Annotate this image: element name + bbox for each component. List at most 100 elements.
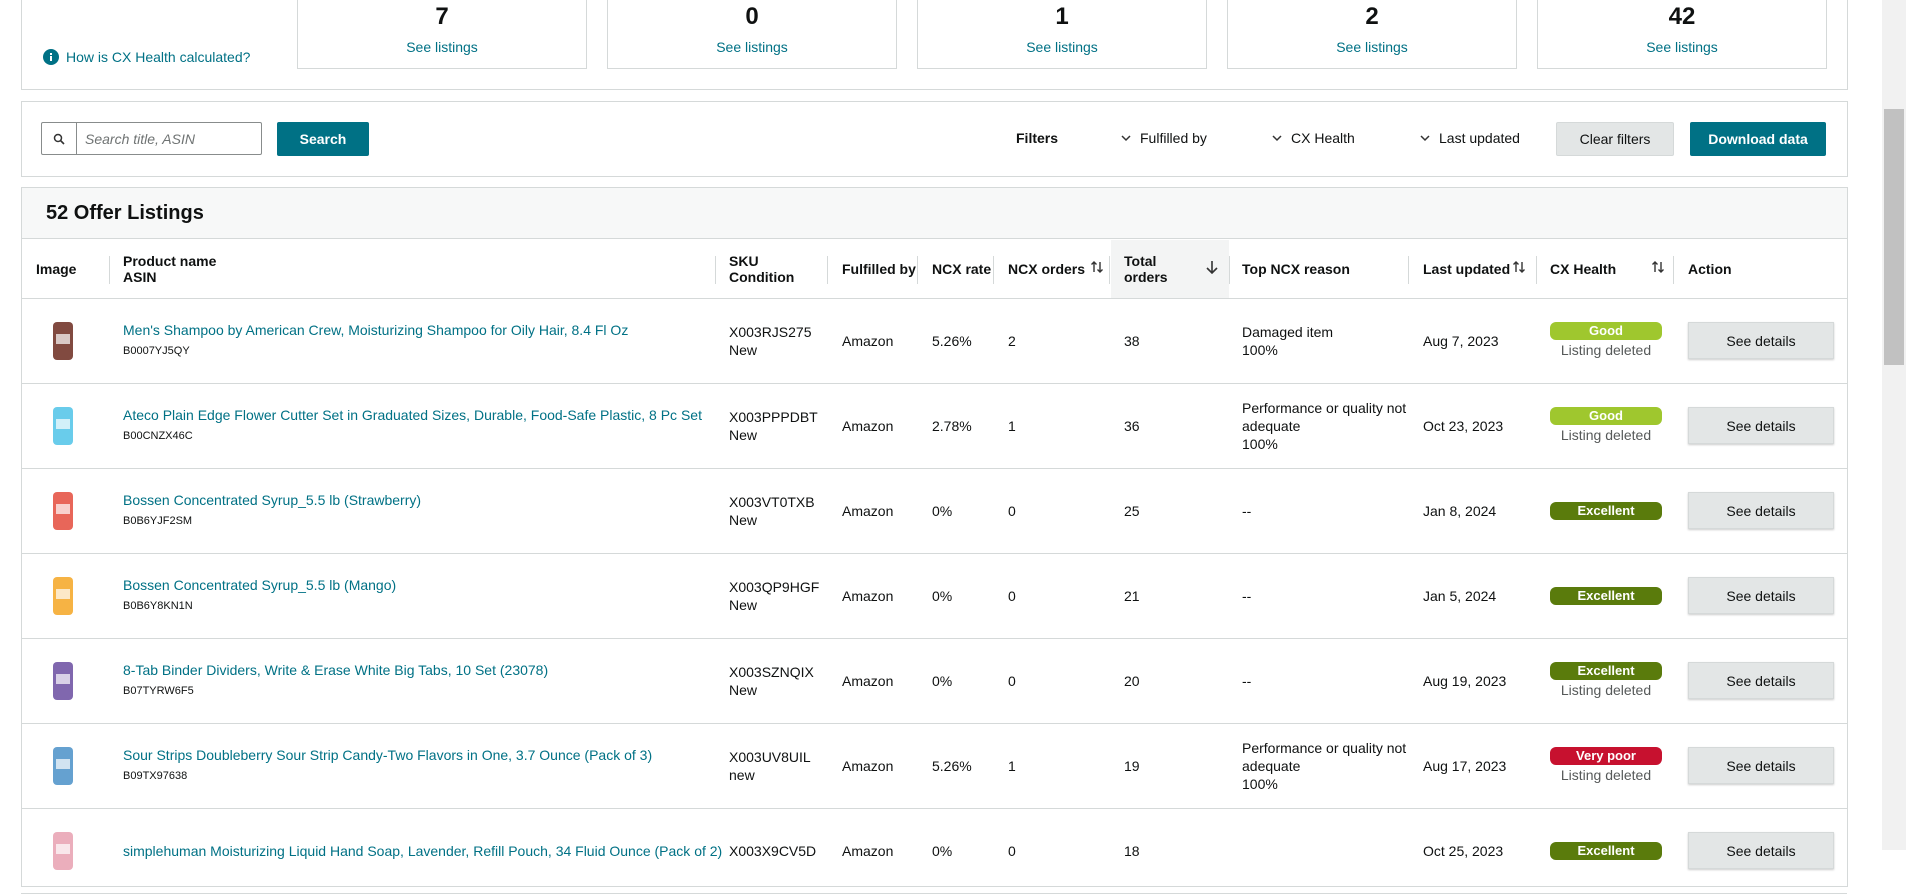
column-header: CX Health: [1550, 239, 1616, 298]
product-name[interactable]: 8-Tab Binder Dividers, Write & Erase Whi…: [123, 662, 549, 678]
sort-icon[interactable]: [1512, 260, 1526, 279]
sku: X003VT0TXB: [729, 493, 815, 510]
stat-count: 0: [745, 3, 759, 30]
last-updated-cell: Aug 19, 2023: [1423, 638, 1533, 723]
reason-cell: --: [1242, 638, 1407, 723]
summary-card: [21, 0, 1848, 90]
see-details-button[interactable]: See details: [1688, 662, 1834, 699]
last-updated-cell: Aug 7, 2023: [1423, 298, 1533, 383]
download-data[interactable]: Download data: [1690, 122, 1826, 156]
column-header-text: Condition: [729, 268, 795, 285]
condition: New: [729, 341, 758, 358]
reason-cell: Performance or quality not adequate 100%: [1242, 723, 1407, 808]
ncx-reason-pct: 100%: [1242, 341, 1278, 358]
row-divider: [21, 638, 1847, 639]
ncx-rate-cell: 5.26%: [932, 723, 1042, 808]
info-icon: [43, 49, 59, 65]
column-separator: [1673, 256, 1674, 284]
filter-dropdown[interactable]: CX Health: [1272, 130, 1355, 146]
stat-link[interactable]: See listings: [1026, 39, 1098, 55]
column-header: Fulfilled by: [842, 239, 916, 298]
stat-link[interactable]: See listings: [716, 39, 788, 55]
ncx-reason: Performance or quality not adequate: [1242, 739, 1407, 774]
ncx-rate-cell: 2.78%: [932, 383, 1042, 468]
sort-icon[interactable]: [1205, 260, 1219, 279]
chevron: [1272, 134, 1282, 142]
see-details-button[interactable]: See details: [1688, 747, 1834, 784]
fulfilled-by-cell: Amazon: [842, 553, 952, 638]
total-orders-cell: 20: [1124, 638, 1234, 723]
table-title: 52 Offer Listings: [46, 202, 204, 224]
help-link[interactable]: How is CX Health calculated?: [43, 49, 250, 65]
reason-cell: --: [1242, 468, 1407, 553]
column-header: Last updated: [1423, 239, 1510, 298]
row-divider: [21, 468, 1847, 469]
ncx-orders-cell: 0: [1008, 638, 1118, 723]
column-separator: [1408, 256, 1409, 284]
column-header: Top NCX reason: [1242, 239, 1350, 298]
ncx-reason: Performance or quality not adequate: [1242, 399, 1407, 434]
scroll-thumb[interactable]: [1884, 109, 1904, 365]
sku-cell: X003SZNQIX New: [729, 638, 834, 723]
column-header: Image: [36, 239, 76, 298]
sort-icon[interactable]: [1651, 260, 1665, 279]
see-details-button[interactable]: See details: [1688, 492, 1834, 529]
total-orders-cell: 18: [1124, 808, 1234, 893]
product-cell: Bossen Concentrated Syrup_5.5 lb (Mango)…: [123, 553, 713, 638]
filter-dropdown[interactable]: Fulfilled by: [1121, 130, 1207, 146]
product-name[interactable]: Bossen Concentrated Syrup_5.5 lb (Strawb…: [123, 492, 422, 508]
ncx-orders: 1: [1008, 417, 1016, 434]
chevron: [1121, 134, 1131, 142]
health-cell: Good Listing deleted: [1550, 383, 1662, 468]
product-cell: simplehuman Moisturizing Liquid Hand Soa…: [123, 808, 723, 893]
health-cell: Excellent: [1550, 553, 1662, 638]
ncx-orders: 2: [1008, 332, 1016, 349]
ncx-rate: 0%: [932, 502, 953, 519]
condition: new: [729, 766, 755, 783]
sort-icon[interactable]: [1090, 260, 1104, 279]
total-orders: 38: [1124, 332, 1140, 349]
column-separator: [715, 256, 716, 284]
product-name[interactable]: Bossen Concentrated Syrup_5.5 lb (Mango): [123, 577, 397, 593]
magnifier: [53, 133, 65, 145]
asin: B07TYRW6F5: [123, 685, 194, 697]
filter-label: Fulfilled by: [1140, 130, 1207, 146]
ncx-rate-cell: 0%: [932, 638, 1042, 723]
filter-dropdown[interactable]: Last updated: [1420, 130, 1520, 146]
column-separator: [1229, 256, 1230, 284]
ncx-orders-cell: 2: [1008, 298, 1118, 383]
ncx-orders-cell: 0: [1008, 808, 1118, 893]
product-name[interactable]: Men's Shampoo by American Crew, Moisturi…: [123, 322, 629, 338]
stat-link[interactable]: See listings: [406, 39, 478, 55]
see-details-button[interactable]: See details: [1688, 832, 1834, 869]
asin: B0B6YJF2SM: [123, 515, 193, 527]
reason-cell: --: [1242, 553, 1407, 638]
product-name[interactable]: Ateco Plain Edge Flower Cutter Set in Gr…: [123, 407, 702, 423]
product-image: [40, 658, 86, 704]
total-orders-cell: 21: [1124, 553, 1234, 638]
ncx-reason: --: [1242, 502, 1252, 519]
health-badge: Excellent: [1550, 662, 1662, 680]
clear-filters[interactable]: Clear filters: [1556, 122, 1674, 156]
product-name[interactable]: Sour Strips Doubleberry Sour Strip Candy…: [123, 747, 653, 763]
help-text[interactable]: How is CX Health calculated?: [66, 49, 251, 65]
column-header-text: Product name: [123, 252, 217, 269]
column-separator: [109, 256, 110, 284]
stat-link[interactable]: See listings: [1336, 39, 1408, 55]
total-orders: 36: [1124, 417, 1140, 434]
ncx-rate-cell: 0%: [932, 468, 1042, 553]
last-updated: Aug 7, 2023: [1423, 332, 1499, 349]
search-button[interactable]: Search: [277, 122, 369, 156]
sku-cell: X003RJS275 New: [729, 298, 834, 383]
see-details-button[interactable]: See details: [1688, 322, 1834, 359]
column-separator: [827, 256, 828, 284]
ncx-orders: 0: [1008, 672, 1016, 689]
search-box[interactable]: Search title, ASIN: [41, 122, 262, 155]
see-details-button[interactable]: See details: [1688, 407, 1834, 444]
ncx-reason: Damaged item: [1242, 323, 1334, 340]
product-name[interactable]: simplehuman Moisturizing Liquid Hand Soa…: [123, 842, 723, 859]
stat-link[interactable]: See listings: [1646, 39, 1718, 55]
health-badge: Very poor: [1550, 747, 1662, 765]
see-details-button[interactable]: See details: [1688, 577, 1834, 614]
column-header: Product name ASIN: [123, 239, 216, 298]
